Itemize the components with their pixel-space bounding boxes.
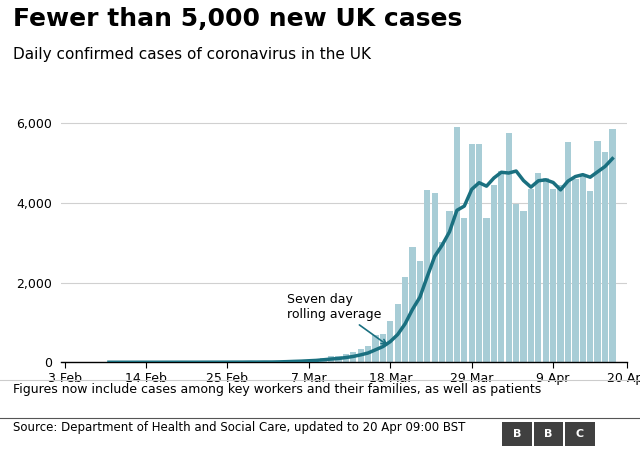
Bar (565, 142, 571, 362)
Bar (580, 176, 586, 362)
FancyBboxPatch shape (502, 422, 532, 446)
Bar (387, 321, 394, 362)
Bar (358, 349, 364, 362)
Bar (313, 359, 319, 362)
Bar (572, 179, 579, 362)
Bar (609, 130, 616, 362)
Bar (276, 361, 282, 362)
Text: C: C (576, 429, 584, 439)
Bar (461, 218, 467, 362)
Bar (335, 356, 342, 362)
Bar (342, 354, 349, 362)
Bar (365, 346, 371, 362)
Bar (595, 141, 601, 362)
Bar (380, 334, 386, 362)
Bar (446, 211, 452, 362)
Bar (410, 248, 415, 362)
Bar (431, 194, 438, 362)
Text: B: B (544, 429, 553, 439)
Bar (372, 335, 379, 362)
Bar (439, 243, 445, 362)
Bar (284, 360, 290, 362)
Text: Daily confirmed cases of coronavirus in the UK: Daily confirmed cases of coronavirus in … (13, 47, 371, 62)
Text: Seven day
rolling average: Seven day rolling average (287, 292, 387, 344)
Bar (498, 171, 504, 362)
Bar (454, 127, 460, 362)
Text: Figures now include cases among key workers and their families, as well as patie: Figures now include cases among key work… (13, 383, 541, 396)
Text: B: B (513, 429, 522, 439)
Bar (476, 144, 483, 362)
Bar (602, 152, 608, 362)
Bar (402, 278, 408, 362)
Bar (587, 191, 593, 362)
Bar (483, 218, 490, 362)
Bar (535, 173, 541, 362)
Bar (468, 144, 475, 362)
Bar (491, 185, 497, 362)
Bar (298, 360, 305, 362)
Bar (513, 203, 519, 362)
Bar (557, 184, 564, 362)
FancyBboxPatch shape (534, 422, 563, 446)
Bar (328, 356, 334, 362)
Bar (550, 189, 556, 362)
Bar (306, 360, 312, 362)
Bar (394, 305, 401, 362)
FancyBboxPatch shape (565, 422, 595, 446)
Bar (291, 360, 297, 362)
Text: Source: Department of Health and Social Care, updated to 20 Apr 09:00 BST: Source: Department of Health and Social … (13, 421, 465, 434)
Bar (506, 133, 512, 362)
Bar (520, 211, 527, 362)
Bar (424, 190, 431, 362)
Bar (417, 261, 423, 362)
Bar (321, 358, 327, 362)
Text: Fewer than 5,000 new UK cases: Fewer than 5,000 new UK cases (13, 7, 462, 31)
Bar (350, 352, 356, 362)
Bar (528, 189, 534, 362)
Bar (543, 179, 549, 362)
